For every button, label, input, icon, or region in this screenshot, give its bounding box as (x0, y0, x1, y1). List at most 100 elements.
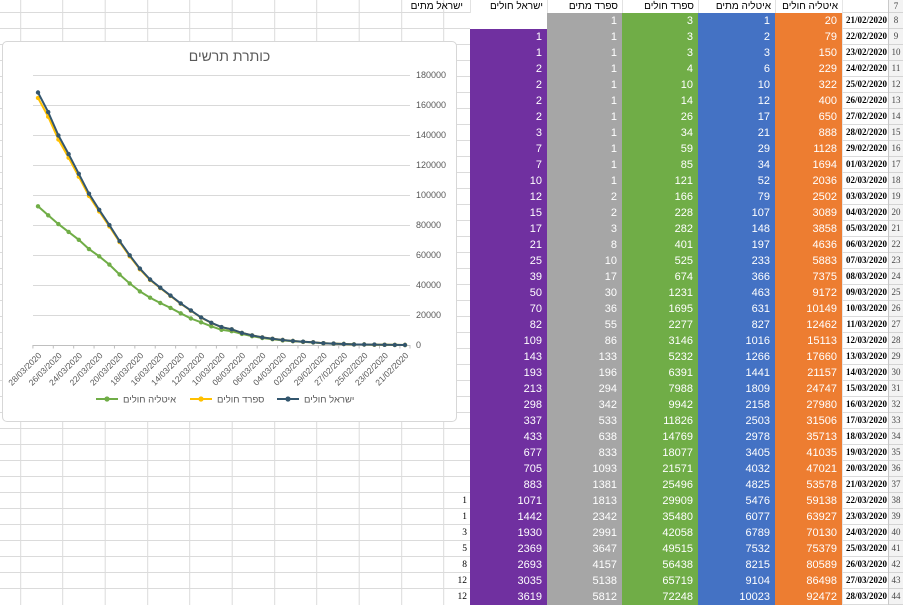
cell-israel-cases[interactable]: 2 (535, 79, 542, 91)
row-number[interactable]: 19 (889, 189, 903, 205)
cell-israel-deaths[interactable]: 12 (457, 576, 468, 586)
cell-israel-cases[interactable]: 143 (523, 351, 542, 363)
column-header-spain-cases[interactable]: ספרד חולים (622, 0, 698, 13)
cell-spain-cases[interactable]: 3 (686, 15, 693, 27)
cell-israel-cases[interactable]: 1442 (517, 511, 542, 523)
date-cell[interactable]: 10/03/2020 (842, 301, 889, 317)
cell-israel-cases[interactable]: 298 (523, 399, 542, 411)
cell-italy-deaths[interactable]: 148 (751, 223, 770, 235)
legend-item-2[interactable]: ישראל חולים (277, 394, 354, 406)
cell-spain-cases[interactable]: 25496 (662, 479, 693, 491)
cell-israel-cases[interactable]: 1 (535, 47, 542, 59)
cell-spain-deaths[interactable]: 1 (610, 111, 617, 123)
cell-italy-cases[interactable]: 12462 (806, 319, 837, 331)
cell-israel-cases[interactable]: 10 (529, 175, 542, 187)
row-number[interactable]: 10 (889, 45, 903, 61)
cell-spain-cases[interactable]: 228 (674, 207, 693, 219)
cell-spain-deaths[interactable]: 1 (610, 15, 617, 27)
row-number[interactable]: 8 (889, 13, 903, 29)
cell-italy-cases[interactable]: 888 (818, 127, 837, 139)
cell-spain-deaths[interactable]: 30 (604, 287, 617, 299)
cell-spain-deaths[interactable]: 1 (610, 159, 617, 171)
cell-spain-cases[interactable]: 4 (686, 63, 693, 75)
cell-spain-deaths[interactable]: 342 (598, 399, 617, 411)
cell-spain-deaths[interactable]: 1 (610, 95, 617, 107)
row-number[interactable]: 36 (889, 461, 903, 477)
cell-italy-deaths[interactable]: 10 (757, 79, 770, 91)
date-cell[interactable]: 27/02/2020 (842, 109, 889, 125)
cell-spain-deaths[interactable]: 3647 (592, 543, 617, 555)
cell-israel-deaths[interactable]: 12 (457, 592, 468, 602)
cell-italy-deaths[interactable]: 2503 (745, 415, 770, 427)
cell-italy-deaths[interactable]: 366 (751, 271, 770, 283)
column-header-israel-deaths[interactable]: ישראל מתים (410, 1, 463, 12)
cell-spain-cases[interactable]: 3 (686, 31, 693, 43)
cell-italy-deaths[interactable]: 107 (751, 207, 770, 219)
cell-italy-deaths[interactable]: 197 (751, 239, 770, 251)
cell-italy-cases[interactable]: 2502 (812, 191, 837, 203)
cell-italy-cases[interactable]: 1694 (812, 159, 837, 171)
cell-italy-deaths[interactable]: 1266 (745, 351, 770, 363)
row-number[interactable]: 37 (889, 477, 903, 493)
row-number[interactable]: 35 (889, 445, 903, 461)
cell-spain-cases[interactable]: 282 (674, 223, 693, 235)
row-number[interactable]: 40 (889, 525, 903, 541)
row-number[interactable]: 43 (889, 573, 903, 589)
row-number[interactable]: 17 (889, 157, 903, 173)
cell-spain-deaths[interactable]: 1813 (592, 495, 617, 507)
date-cell[interactable]: 25/03/2020 (842, 541, 889, 557)
cell-spain-cases[interactable]: 401 (674, 239, 693, 251)
cell-italy-deaths[interactable]: 3405 (745, 447, 770, 459)
date-cell[interactable]: 18/03/2020 (842, 429, 889, 445)
column-header-italy-deaths[interactable]: איטליה מתים (698, 0, 775, 13)
cell-israel-cases[interactable]: 1 (535, 31, 542, 43)
row-number[interactable]: 21 (889, 221, 903, 237)
cell-italy-deaths[interactable]: 7532 (745, 543, 770, 555)
date-cell[interactable]: 05/03/2020 (842, 221, 889, 237)
cell-israel-cases[interactable]: 3035 (517, 575, 542, 587)
cell-italy-deaths[interactable]: 1016 (745, 335, 770, 347)
cell-spain-deaths[interactable]: 17 (604, 271, 617, 283)
cell-israel-deaths[interactable]: 5 (462, 544, 467, 554)
date-cell[interactable]: 22/02/2020 (842, 29, 889, 45)
cell-italy-deaths[interactable]: 5476 (745, 495, 770, 507)
date-cell[interactable]: 23/03/2020 (842, 509, 889, 525)
cell-italy-deaths[interactable]: 29 (757, 143, 770, 155)
cell-italy-deaths[interactable]: 1809 (745, 383, 770, 395)
date-cell[interactable]: 21/02/2020 (842, 13, 889, 29)
cell-spain-deaths[interactable]: 8 (610, 239, 617, 251)
cell-israel-cases[interactable]: 50 (529, 287, 542, 299)
cell-spain-deaths[interactable]: 4157 (592, 559, 617, 571)
cell-spain-deaths[interactable]: 1093 (592, 463, 617, 475)
row-number[interactable]: 15 (889, 125, 903, 141)
cell-italy-cases[interactable]: 31506 (806, 415, 837, 427)
cell-spain-deaths[interactable]: 36 (604, 303, 617, 315)
cell-spain-deaths[interactable]: 5138 (592, 575, 617, 587)
cell-spain-deaths[interactable]: 2991 (592, 527, 617, 539)
cell-spain-cases[interactable]: 5232 (668, 351, 693, 363)
chart[interactable]: כותרת תרשים 0 20000 40000 60000 80000 100000 1… (2, 41, 457, 422)
legend-item-1[interactable]: ספרד חולים (190, 394, 264, 406)
date-cell[interactable]: 11/03/2020 (842, 317, 889, 333)
cell-spain-cases[interactable]: 2277 (668, 319, 693, 331)
cell-italy-deaths[interactable]: 9104 (745, 575, 770, 587)
row-number[interactable]: 39 (889, 509, 903, 525)
cell-spain-cases[interactable]: 85 (680, 159, 693, 171)
date-cell[interactable]: 17/03/2020 (842, 413, 889, 429)
cell-italy-cases[interactable]: 70130 (806, 527, 837, 539)
cell-italy-deaths[interactable]: 2 (763, 31, 770, 43)
cell-israel-cases[interactable]: 15 (529, 207, 542, 219)
cell-spain-deaths[interactable]: 55 (604, 319, 617, 331)
cell-italy-deaths[interactable]: 463 (751, 287, 770, 299)
date-cell[interactable]: 09/03/2020 (842, 285, 889, 301)
cell-spain-cases[interactable]: 35480 (662, 511, 693, 523)
cell-spain-cases[interactable]: 42058 (662, 527, 693, 539)
cell-italy-cases[interactable]: 24747 (806, 383, 837, 395)
cell-spain-cases[interactable]: 166 (674, 191, 693, 203)
date-cell[interactable]: 19/03/2020 (842, 445, 889, 461)
cell-israel-cases[interactable]: 213 (523, 383, 542, 395)
date-cell[interactable]: 24/03/2020 (842, 525, 889, 541)
cell-italy-cases[interactable]: 20 (824, 15, 837, 27)
cell-spain-cases[interactable]: 21571 (662, 463, 693, 475)
date-cell[interactable]: 08/03/2020 (842, 269, 889, 285)
